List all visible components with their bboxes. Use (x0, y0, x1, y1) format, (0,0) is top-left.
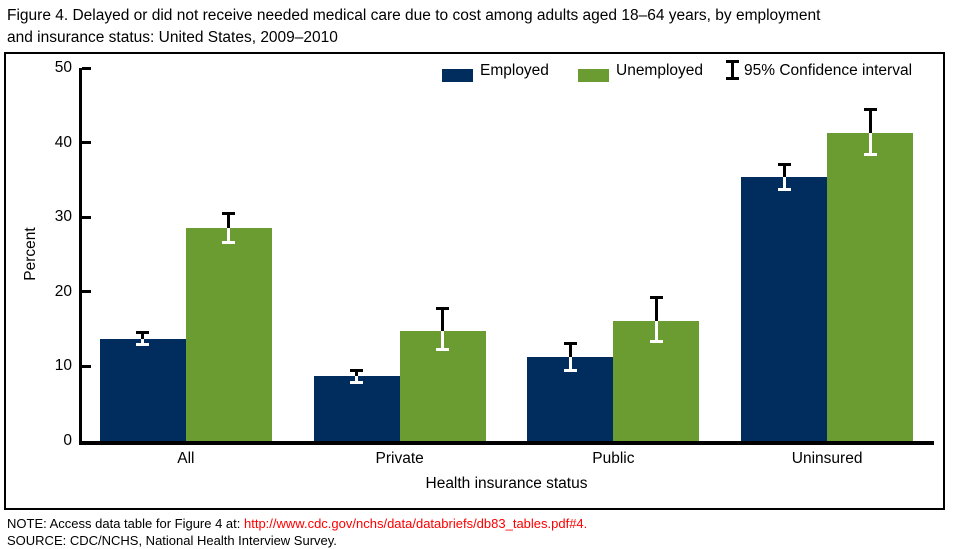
y-tick-label: 50 (54, 59, 72, 76)
error-bar-lower-cap (222, 241, 236, 245)
y-tick (82, 141, 91, 145)
category-label-all: All (177, 450, 195, 467)
y-tick (82, 215, 91, 219)
note-suffix: . (583, 516, 588, 531)
error-bar-lower-line (355, 376, 359, 383)
error-bar-upper-line (227, 213, 231, 229)
error-bar-upper-line (568, 343, 572, 358)
error-bar-upper-line (141, 332, 145, 339)
y-tick-label: 10 (54, 357, 72, 375)
y-tick-label: 20 (54, 282, 72, 300)
error-bar-lower-cap (136, 342, 150, 346)
legend-label-employed: Employed (480, 62, 549, 79)
figure-title-line2: and insurance status: United States, 200… (7, 29, 338, 46)
y-axis-line (79, 68, 82, 445)
error-bar-lower-cap (563, 369, 577, 373)
bar-employed-all (99, 338, 186, 441)
error-bar-lower-line (568, 357, 572, 371)
error-bar-lower-line (868, 132, 872, 155)
error-bar-lower-line (782, 176, 786, 190)
y-tick (82, 364, 91, 368)
bar-unemployed-all (185, 228, 272, 441)
error-bar-upper-line (868, 109, 872, 133)
error-bar-lower-cap (777, 188, 791, 192)
x-axis-line (79, 441, 934, 445)
figure-title-line1: Figure 4. Delayed or did not receive nee… (7, 7, 821, 24)
error-bar-upper-line (441, 308, 445, 331)
legend-label-unemployed: Unemployed (616, 62, 704, 79)
error-bar-lower-cap (436, 347, 450, 351)
category-label-private: Private (375, 450, 424, 467)
y-tick (82, 290, 91, 294)
source-text: SOURCE: CDC/NCHS, National Health Interv… (7, 533, 337, 548)
error-bar-icon (726, 60, 739, 80)
y-tick (82, 66, 91, 70)
note-prefix: NOTE: Access data table for Figure 4 at: (7, 516, 244, 531)
error-bar-lower-cap (350, 380, 364, 384)
legend-swatch-unemployed (578, 69, 609, 82)
error-bar-icon-line (731, 60, 734, 80)
error-bar-lower-cap (649, 339, 663, 343)
error-bar-upper-line (654, 297, 658, 321)
y-tick-label: 40 (54, 133, 72, 151)
y-tick-label: 0 (63, 432, 72, 449)
error-bar-lower-cap (863, 153, 877, 157)
note-link[interactable]: http://www.cdc.gov/nchs/data/databriefs/… (244, 516, 584, 531)
category-label-uninsured: Uninsured (791, 450, 863, 467)
legend-swatch-employed (442, 69, 473, 82)
chart-area: Employed Unemployed 95% Confidence inter… (4, 52, 945, 510)
error-bar-lower-line (141, 338, 145, 345)
bar-unemployed-uninsured (827, 132, 914, 441)
legend: Employed Unemployed 95% Confidence inter… (4, 52, 945, 92)
x-axis-title: Health insurance status (425, 475, 588, 492)
note-text: NOTE: Access data table for Figure 4 at:… (7, 516, 587, 532)
y-tick-label: 30 (54, 208, 72, 226)
error-bar-lower-line (227, 228, 231, 243)
bar-employed-private (313, 376, 400, 441)
error-bar-upper-line (355, 370, 359, 377)
error-bar-lower-line (654, 320, 658, 342)
error-bar-upper-line (782, 164, 786, 177)
bar-employed-uninsured (741, 176, 828, 441)
figure-title: Figure 4. Delayed or did not receive nee… (7, 5, 953, 49)
y-axis-label: Percent (22, 227, 39, 281)
legend-label-ci: 95% Confidence interval (744, 62, 913, 79)
error-bar-icon-bottom-cap (726, 77, 739, 80)
error-bar-lower-line (441, 330, 445, 350)
category-label-public: Public (592, 450, 635, 467)
